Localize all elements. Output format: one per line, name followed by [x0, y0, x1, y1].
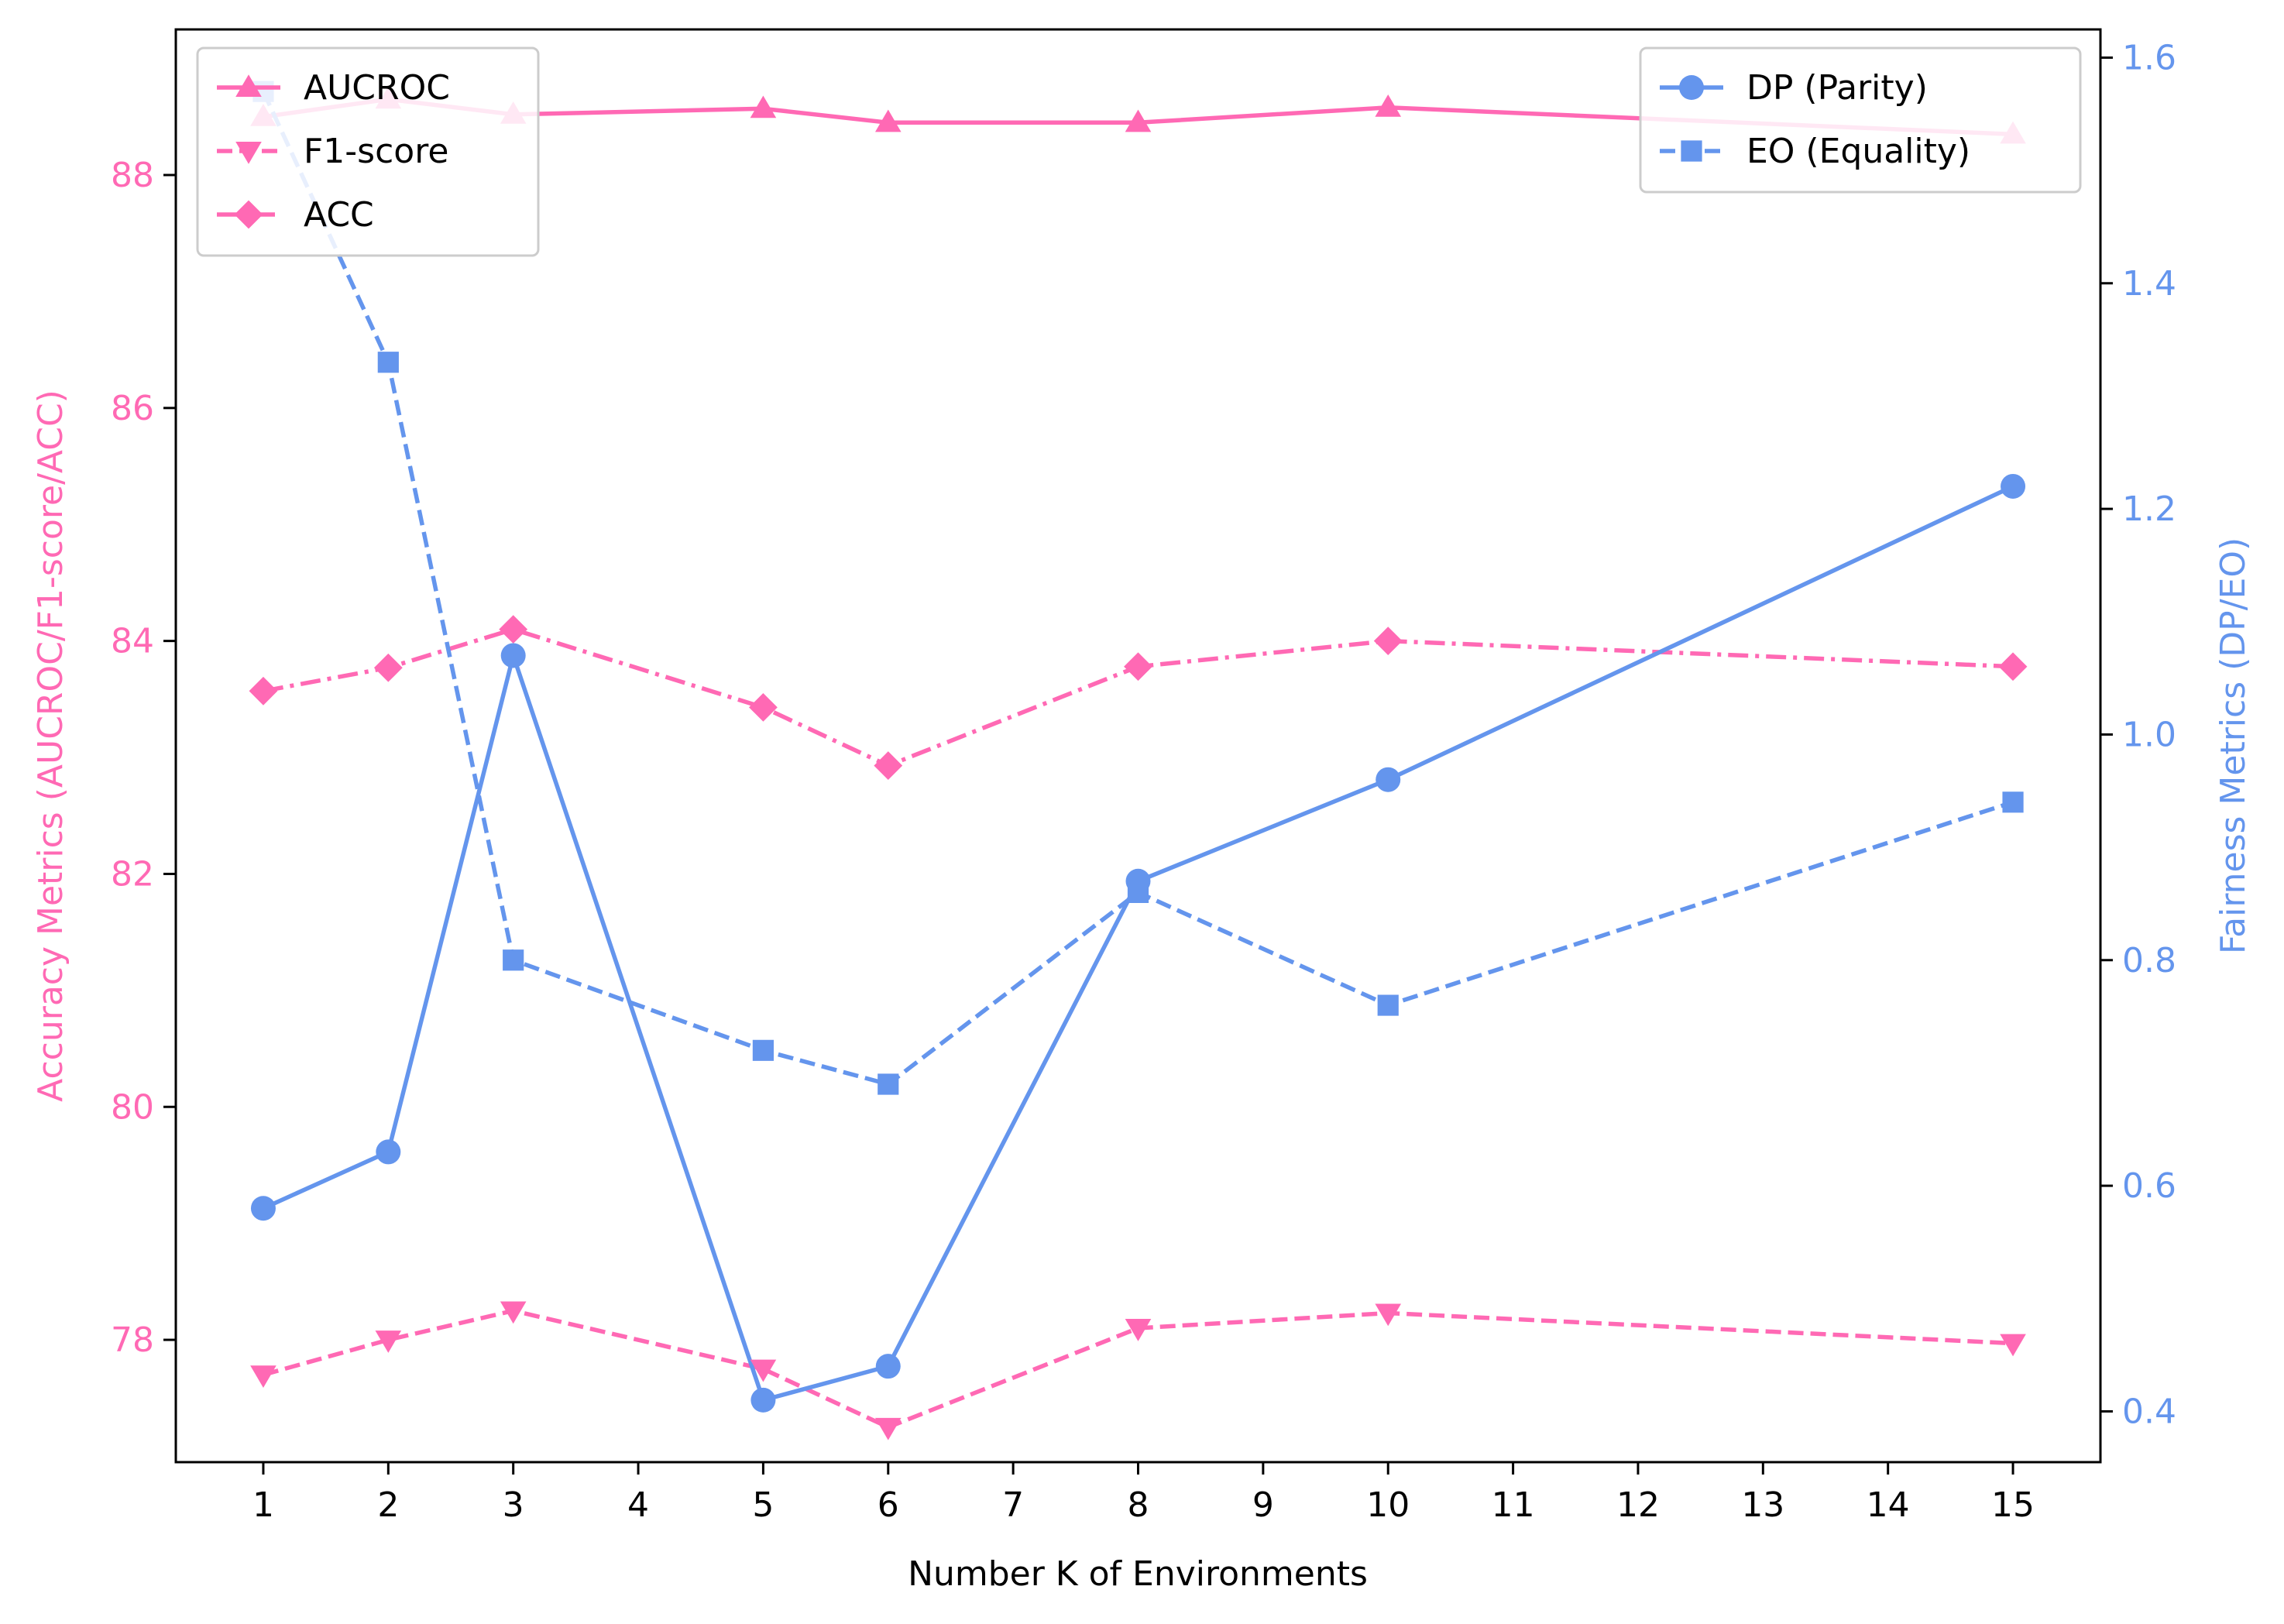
data-point-f1-score-7: [1375, 1303, 1402, 1327]
x-tick-label: 6: [878, 1485, 899, 1525]
y-right-tick-label: 1.4: [2122, 264, 2176, 304]
y-right-tick-label: 1.2: [2122, 489, 2176, 529]
legend-label-aucroc: AUCROC: [304, 68, 450, 108]
y-left-tick-label: 84: [111, 622, 154, 661]
y-axis-right: 0.4 0.6 0.8 1.0 1.2 1.4 1.6: [2100, 38, 2176, 1431]
x-axis-label: Number K of Environments: [908, 1554, 1368, 1594]
data-point-acc-3: [499, 615, 528, 644]
legend-right: DP (Parity) EO (Equality): [1639, 46, 2082, 194]
series-line-dp-parity: [262, 484, 2014, 1403]
data-point-f1-score-8: [2000, 1334, 2026, 1357]
x-tick-label: 8: [1128, 1485, 1149, 1525]
data-point-acc-1: [249, 676, 278, 706]
x-tick-label: 15: [1991, 1485, 2035, 1525]
x-tick-label: 11: [1492, 1485, 1535, 1525]
legend-label-acc: ACC: [304, 195, 374, 235]
data-point-f1-score-2: [375, 1330, 402, 1353]
legend-label-f1-score: F1-score: [304, 132, 448, 171]
legend-marker-aucroc: [235, 74, 262, 97]
y-left-tick-label: 80: [111, 1087, 154, 1127]
y-axis-left-label: Accuracy Metrics (AUCROC/F1-score/ACC): [31, 390, 70, 1102]
y-left-tick-label: 78: [111, 1320, 154, 1360]
legend-marker-acc: [234, 200, 263, 229]
series-line-eo-equality: [261, 90, 2014, 1087]
series-line-f1-score: [263, 1308, 2014, 1430]
x-tick-label: 12: [1616, 1485, 1660, 1525]
legend-left-frame: [196, 46, 540, 257]
data-point-f1-score-4: [750, 1359, 777, 1382]
data-point-aucroc-4: [750, 95, 777, 118]
data-point-dp-parity-7: [1376, 767, 1401, 792]
legend-left: AUCROC F1-score ACC: [196, 46, 540, 257]
legend-label-eo-equality: EO (Equality): [1746, 132, 1970, 171]
data-point-eo-equality-3: [503, 949, 524, 971]
y-right-tick-label: 0.8: [2122, 941, 2176, 980]
x-tick-label: 5: [752, 1485, 774, 1525]
data-point-eo-equality-7: [1377, 994, 1399, 1016]
data-point-dp-parity-5: [875, 1354, 901, 1379]
data-point-f1-score-6: [1125, 1319, 1152, 1341]
y-left-tick-label: 82: [111, 854, 154, 894]
data-point-acc-5: [874, 751, 903, 780]
y-axis-left: 78 80 82 84 86 88: [111, 156, 176, 1360]
y-left-tick-label: 88: [111, 156, 154, 195]
data-point-dp-parity-1: [250, 1196, 276, 1221]
x-axis: 1 2 3 4 5 6 7 8 9 10 11 12 13 14 15: [252, 1462, 2035, 1525]
data-point-acc-6: [1124, 652, 1152, 682]
data-point-f1-score-3: [500, 1301, 527, 1324]
data-point-f1-score-1: [250, 1365, 276, 1388]
data-point-acc-7: [1373, 627, 1403, 656]
data-point-eo-equality-8: [2002, 791, 2024, 813]
data-point-eo-equality-5: [878, 1073, 899, 1095]
x-tick-label: 10: [1366, 1485, 1410, 1525]
data-point-aucroc-7: [1375, 94, 1402, 117]
x-tick-label: 14: [1867, 1485, 1910, 1525]
x-tick-label: 9: [1252, 1485, 1274, 1525]
x-tick-label: 1: [252, 1485, 274, 1525]
y-left-tick-label: 86: [111, 389, 154, 428]
legend-right-frame: [1639, 46, 2082, 194]
series-line-acc: [263, 627, 2014, 768]
y-right-tick-label: 1.6: [2122, 38, 2176, 77]
data-point-eo-equality-6: [1127, 881, 1149, 903]
y-axis-right-label: Fairness Metrics (DP/EO): [2214, 537, 2253, 954]
data-point-dp-parity-2: [376, 1139, 401, 1165]
data-point-dp-parity-3: [500, 643, 526, 668]
x-tick-label: 3: [503, 1485, 524, 1525]
x-tick-label: 13: [1741, 1485, 1784, 1525]
x-tick-label: 2: [377, 1485, 399, 1525]
data-point-acc-2: [373, 653, 403, 682]
data-point-aucroc-5: [874, 109, 902, 132]
data-point-acc-8: [1998, 652, 2028, 682]
legend-label-dp-parity: DP (Parity): [1746, 68, 1928, 108]
data-point-aucroc-6: [1125, 109, 1152, 132]
data-point-acc-4: [749, 692, 778, 722]
data-point-eo-equality-4: [752, 1039, 774, 1061]
data-point-f1-score-5: [874, 1417, 902, 1440]
y-right-tick-label: 1.0: [2122, 715, 2176, 754]
legend-marker-eo-equality: [1681, 140, 1702, 162]
x-tick-label: 7: [1002, 1485, 1024, 1525]
legend-marker-f1-score: [235, 142, 262, 164]
legend-marker-dp-parity: [1679, 75, 1704, 100]
y-right-tick-label: 0.4: [2122, 1392, 2176, 1431]
data-point-dp-parity-8: [2001, 473, 2026, 499]
y-right-tick-label: 0.6: [2122, 1166, 2176, 1206]
data-point-dp-parity-4: [750, 1387, 776, 1413]
x-tick-label: 4: [627, 1485, 649, 1525]
data-point-eo-equality-2: [377, 352, 399, 373]
